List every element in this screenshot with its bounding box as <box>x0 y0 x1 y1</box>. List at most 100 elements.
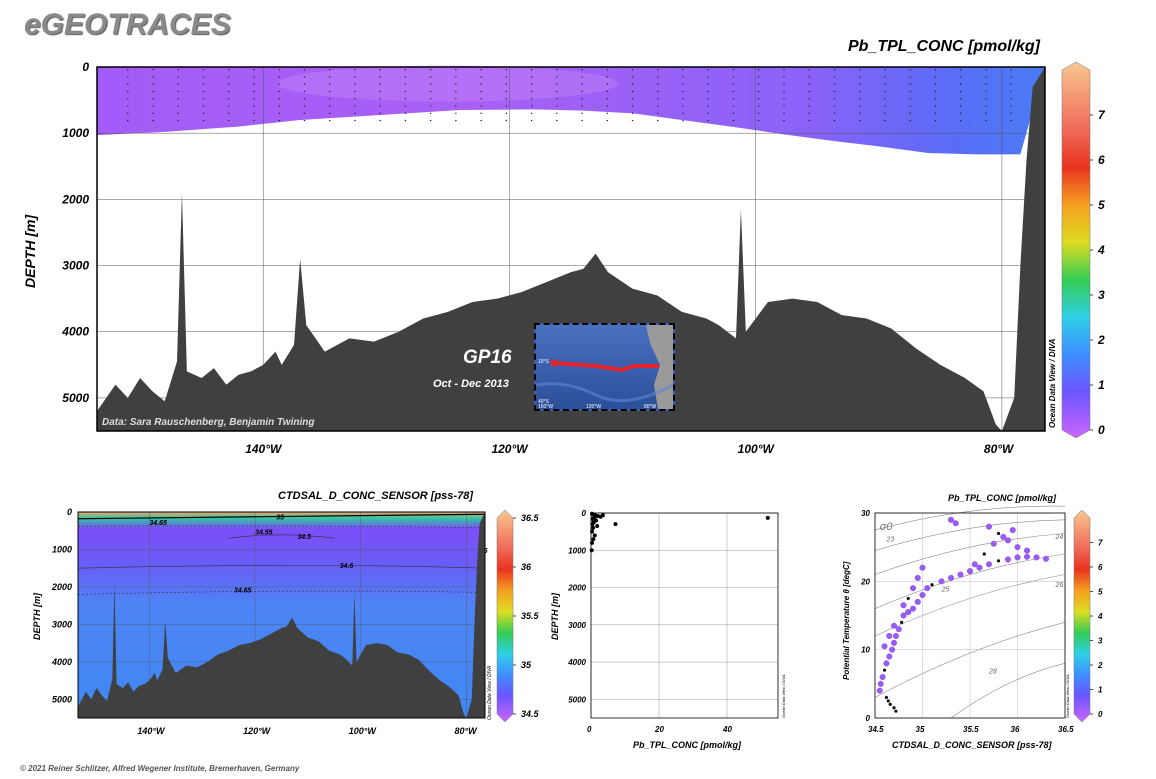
sample-point <box>278 112 280 115</box>
isopycnal-line <box>950 663 1066 719</box>
data-point <box>765 515 770 520</box>
sample-point <box>909 98 911 100</box>
contour-label: 34.65 <box>234 588 252 595</box>
data-point <box>947 574 954 581</box>
sample-point <box>909 90 911 93</box>
data-credit: Data: Sara Rauschenberg, Benjamin Twinin… <box>102 417 315 428</box>
sample-point <box>530 105 533 107</box>
data-point <box>894 709 898 713</box>
sample-point <box>228 90 230 93</box>
sample-point <box>505 68 508 71</box>
x-tick-label: 140°W <box>137 726 166 736</box>
colorbar-tick: 0 <box>1098 423 1105 437</box>
sample-point <box>631 105 634 107</box>
data-point <box>879 673 886 680</box>
y-tick-label: 1000 <box>568 546 586 555</box>
sample-point <box>429 90 432 93</box>
sample-point <box>253 119 255 122</box>
y-tick-label: 4000 <box>61 325 89 339</box>
isopycnal-line <box>874 533 1066 575</box>
sample-point <box>253 76 255 78</box>
sample-point <box>228 76 230 78</box>
data-point <box>1004 556 1011 563</box>
x-tick-label: 20 <box>654 725 664 734</box>
sample-point <box>480 98 482 100</box>
data-point <box>952 520 959 527</box>
sample-point <box>959 98 962 100</box>
sample-point <box>303 119 306 122</box>
sample-point <box>530 98 533 100</box>
sample-point <box>758 76 760 78</box>
isopycnal-label: 25 <box>941 587 950 594</box>
copyright: © 2021 Reiner Schlitzer, Alfred Wegener … <box>20 764 300 773</box>
salinity-section-plot[interactable]: 140°W 120°W 100°W 80°W 0 1000 2000 3000 4000 5000… <box>0 500 540 750</box>
sample-point <box>177 98 179 100</box>
sample-point <box>505 90 508 93</box>
sample-point <box>783 105 785 107</box>
x-tick-label: 40 <box>722 725 732 734</box>
sample-point <box>985 119 987 122</box>
inset-map-graphic <box>536 325 673 409</box>
sample-point <box>783 112 785 115</box>
sample-point <box>581 105 583 107</box>
sample-point <box>127 105 129 107</box>
data-point <box>1042 555 1049 562</box>
sample-point <box>783 83 785 85</box>
sample-point <box>127 68 129 71</box>
sample-point <box>505 98 508 100</box>
inset-lon-80w: 80°W <box>644 404 657 410</box>
sample-point <box>606 90 609 93</box>
sample-point <box>808 90 810 93</box>
isopycnal-label: 23 <box>885 537 894 544</box>
sample-point <box>530 76 533 78</box>
inset-map[interactable]: 10°S 40°S 160°W 120°W 80°W <box>534 323 675 411</box>
data-point <box>1009 527 1016 534</box>
salinity-title: CTDSAL_D_CONC_SENSOR [pss-78] <box>278 490 473 502</box>
sample-point <box>1010 119 1012 122</box>
data-point <box>595 524 600 529</box>
sample-point <box>429 105 432 107</box>
data-point <box>900 612 907 619</box>
sample-point <box>606 98 609 100</box>
sample-point <box>177 90 179 93</box>
sample-point <box>959 90 962 93</box>
sample-point <box>354 119 356 122</box>
data-point <box>886 653 893 660</box>
sample-point <box>530 83 533 85</box>
pb-colorbar <box>1061 61 1091 439</box>
data-point <box>1014 544 1021 551</box>
contour-34.65-deep <box>77 590 486 595</box>
sample-point <box>480 68 482 71</box>
y-tick-label: 3000 <box>52 619 72 629</box>
x-tick-label: 80°W <box>455 726 479 736</box>
data-point <box>947 516 954 523</box>
sample-point <box>657 68 659 71</box>
sample-point <box>379 112 381 115</box>
data-point <box>882 668 887 672</box>
sample-point <box>152 98 154 100</box>
inset-lon-120w: 120°W <box>586 404 602 410</box>
sample-point <box>833 98 836 100</box>
sample-point <box>530 90 533 93</box>
data-point <box>900 620 904 624</box>
data-point <box>881 643 888 650</box>
sample-point <box>985 76 987 78</box>
data-point <box>996 559 1001 563</box>
sample-point <box>833 68 836 71</box>
data-point <box>919 591 926 598</box>
profile-scatter-plot[interactable]: 0 20 40 0 1000 2000 3000 4000 5000 Ocean Data Vie… <box>540 500 800 760</box>
sample-point <box>429 119 432 122</box>
sample-point <box>657 119 659 122</box>
contour-label: 34.6 <box>340 563 354 570</box>
sample-point <box>985 68 987 71</box>
sample-point <box>682 83 684 85</box>
plot-background <box>591 513 778 718</box>
y-tick-label: 2000 <box>61 192 89 206</box>
sample-point <box>732 90 735 93</box>
isopycnal-label: 26 <box>1055 582 1064 589</box>
sample-point <box>959 68 962 71</box>
sample-point <box>859 83 861 85</box>
sample-point <box>455 76 457 78</box>
data-point <box>982 552 986 556</box>
